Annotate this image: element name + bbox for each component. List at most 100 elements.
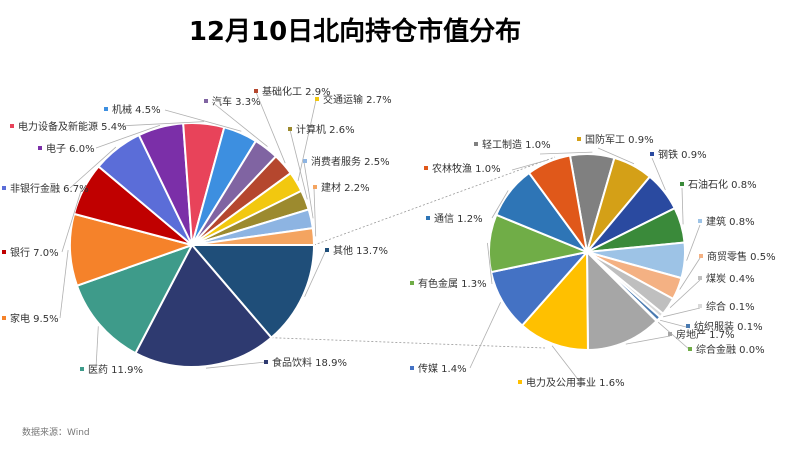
main-slice-2 xyxy=(75,243,195,355)
main-legend-swatch-12 xyxy=(288,127,292,131)
data-source: 数据来源：Wind xyxy=(22,426,90,438)
secondary-legend-swatch-6 xyxy=(698,276,702,280)
main-legend-swatch-3 xyxy=(2,316,6,320)
main-leader-14 xyxy=(313,187,317,237)
main-leader-2 xyxy=(95,326,99,369)
main-slice-14 xyxy=(191,227,316,246)
main-legend-swatch-7 xyxy=(10,124,14,128)
secondary-slice-15 xyxy=(527,154,588,253)
secondary-legend-swatch-10 xyxy=(668,332,672,336)
secondary-label-8: 纺织服装 0.1% xyxy=(694,320,763,333)
secondary-label-12: 传媒 1.4% xyxy=(418,363,467,375)
main-slice-0 xyxy=(189,244,316,340)
main-label-1: 食品饮料 18.9% xyxy=(272,356,347,369)
secondary-slice-11 xyxy=(520,249,589,352)
main-label-4: 银行 7.0% xyxy=(10,246,59,259)
main-legend-swatch-13 xyxy=(303,159,307,163)
secondary-label-2: 钢铁 0.9% xyxy=(658,148,707,161)
secondary-legend-swatch-1 xyxy=(577,137,581,141)
secondary-legend-swatch-0 xyxy=(474,142,478,146)
main-label-11: 交通运输 2.7% xyxy=(323,93,392,106)
connector-lines xyxy=(271,156,556,349)
secondary-leader-8 xyxy=(659,319,691,329)
secondary-label-14: 通信 1.2% xyxy=(434,213,483,225)
slice-labels: 其他 13.7% 食品饮料 18.9% 医药 11.9% 家电 9.5% 银行 7.0%… xyxy=(2,85,776,389)
secondary-leader-3 xyxy=(681,187,684,225)
main-label-10: 基础化工 2.9% xyxy=(262,85,331,98)
main-leader-6 xyxy=(95,124,161,149)
secondary-legend-swatch-14 xyxy=(426,216,430,220)
secondary-legend-swatch-11 xyxy=(518,380,522,384)
main-legend-swatch-9 xyxy=(204,99,208,103)
chart-title: 12月10日北向持仓市值分布 xyxy=(189,16,521,47)
secondary-leader-6 xyxy=(669,279,701,308)
main-leader-12 xyxy=(289,129,308,200)
main-label-3: 家电 9.5% xyxy=(10,312,59,325)
main-legend-swatch-14 xyxy=(313,185,317,189)
secondary-leader-11 xyxy=(551,345,581,383)
main-legend-swatch-0 xyxy=(325,248,329,252)
main-leader-10 xyxy=(255,91,286,164)
main-label-2: 医药 11.9% xyxy=(88,364,143,376)
connector-top xyxy=(313,156,556,246)
main-legend-swatch-4 xyxy=(2,250,6,254)
secondary-legend-swatch-2 xyxy=(650,152,654,156)
secondary-leader-9 xyxy=(657,321,691,351)
secondary-leader-14 xyxy=(491,190,509,219)
secondary-label-7: 综合 0.1% xyxy=(706,300,755,313)
main-pie xyxy=(69,122,316,368)
secondary-leader-5 xyxy=(679,257,701,290)
main-leader-0 xyxy=(304,249,327,297)
secondary-label-13: 有色金属 1.3% xyxy=(418,277,487,290)
main-label-9: 汽车 3.3% xyxy=(212,95,261,108)
secondary-pie xyxy=(488,153,686,352)
main-slice-1 xyxy=(134,243,273,368)
secondary-legend-swatch-7 xyxy=(698,304,702,308)
secondary-leader-1 xyxy=(597,147,635,165)
secondary-legend-swatch-8 xyxy=(686,324,690,328)
secondary-leader-0 xyxy=(539,151,593,155)
secondary-label-1: 国防军工 0.9% xyxy=(585,133,654,146)
secondary-label-5: 商贸零售 0.5% xyxy=(707,250,776,263)
main-legend-swatch-11 xyxy=(315,97,319,101)
main-label-14: 建材 2.2% xyxy=(321,181,370,194)
secondary-label-6: 煤炭 0.4% xyxy=(706,272,755,285)
main-label-6: 电子 6.0% xyxy=(46,142,95,155)
main-leader-11 xyxy=(297,99,317,181)
main-leader-8 xyxy=(164,109,242,132)
main-leader-5 xyxy=(69,146,117,189)
main-label-13: 消费者服务 2.5% xyxy=(311,155,390,168)
main-legend-swatch-10 xyxy=(254,89,258,93)
secondary-legend-swatch-4 xyxy=(698,219,702,223)
connector-bottom xyxy=(271,337,546,349)
main-label-12: 计算机 2.6% xyxy=(296,123,355,136)
secondary-label-3: 石油石化 0.8% xyxy=(688,178,757,191)
secondary-label-9: 综合金融 0.0% xyxy=(696,343,765,356)
main-leader-7 xyxy=(117,121,205,127)
main-leader-1 xyxy=(205,361,267,369)
main-label-5: 非银行金融 6.7% xyxy=(10,182,89,195)
secondary-label-0: 轻工制造 1.0% xyxy=(482,138,551,151)
secondary-legend-swatch-5 xyxy=(699,254,703,258)
secondary-leader-7 xyxy=(663,307,701,318)
secondary-legend-swatch-3 xyxy=(680,182,684,186)
main-label-7: 电力设备及新能源 5.4% xyxy=(18,120,127,133)
main-legend-swatch-1 xyxy=(264,360,268,364)
secondary-label-10: 房地产 1.7% xyxy=(676,328,735,341)
main-label-0: 其他 13.7% xyxy=(333,244,388,257)
main-legend-swatch-5 xyxy=(2,186,6,190)
main-legend-swatch-6 xyxy=(38,146,42,150)
main-leader-9 xyxy=(211,101,268,147)
secondary-leader-13 xyxy=(487,242,493,285)
secondary-legend-swatch-13 xyxy=(410,281,414,285)
secondary-legend-swatch-9 xyxy=(688,347,692,351)
main-legend-swatch-8 xyxy=(104,107,108,111)
main-leader-3 xyxy=(59,250,69,319)
secondary-leader-12 xyxy=(469,302,501,369)
secondary-legend-swatch-15 xyxy=(424,166,428,170)
main-legend-swatch-2 xyxy=(80,367,84,371)
main-leader-4 xyxy=(61,187,83,253)
secondary-leader-10 xyxy=(625,335,671,345)
main-label-8: 机械 4.5% xyxy=(112,103,161,116)
